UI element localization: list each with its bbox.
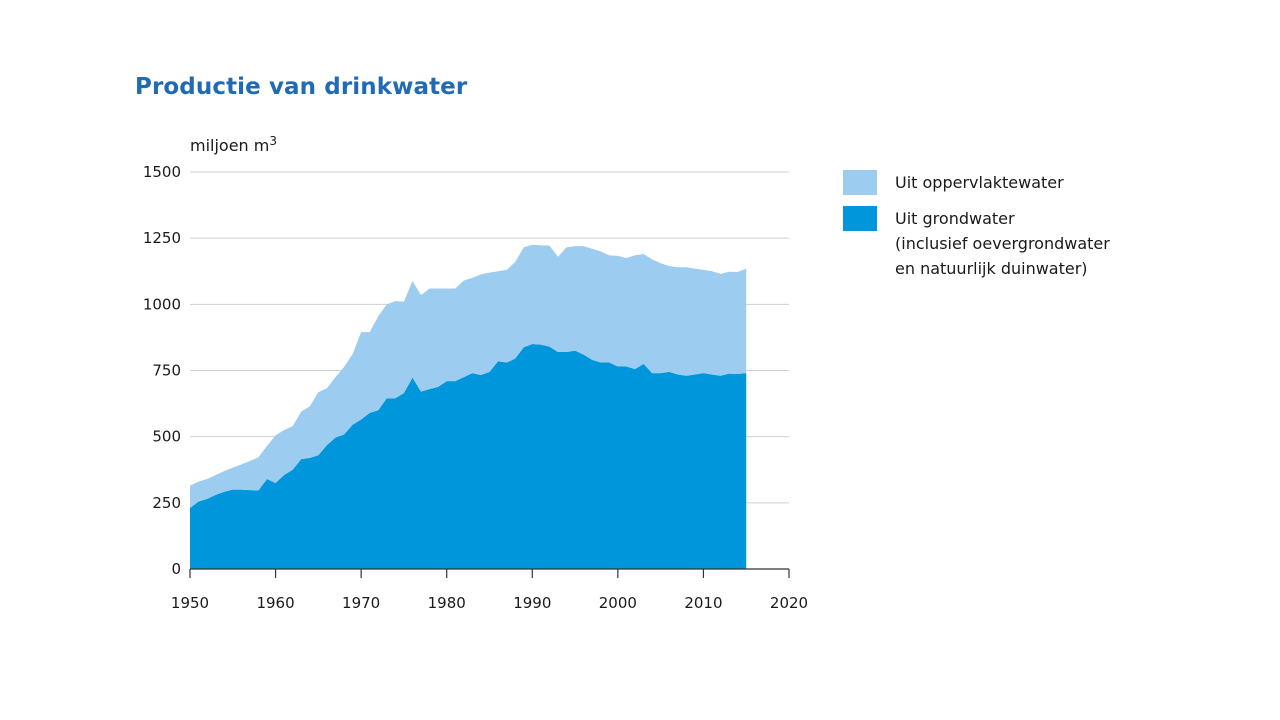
x-tick-label: 1970 <box>342 594 380 612</box>
legend: Uit oppervlaktewater Uit grondwater (inclu… <box>843 170 1110 292</box>
legend-swatch <box>843 170 877 195</box>
legend-label-line: Uit grondwater <box>895 209 1015 228</box>
x-tick-label: 1960 <box>256 594 294 612</box>
x-tick-label: 1980 <box>428 594 466 612</box>
y-axis-unit-text: miljoen m <box>190 136 269 155</box>
y-tick-label: 250 <box>152 494 181 512</box>
x-tick-label: 1950 <box>171 594 209 612</box>
axes: 0 250 500 750 1000 1250 1500 1950 1960 1970 1980 19… <box>143 163 808 612</box>
y-tick-label: 1250 <box>143 229 181 247</box>
x-tick-label: 2010 <box>684 594 722 612</box>
y-tick-label: 500 <box>152 428 181 446</box>
y-axis-unit-superscript: 3 <box>269 134 277 148</box>
legend-label: Uit grondwater (inclusief oevergrondwater… <box>895 206 1110 281</box>
area-series <box>190 244 747 569</box>
y-tick-label: 0 <box>171 560 181 578</box>
y-axis-unit-label: miljoen m3 <box>190 134 277 155</box>
y-tick-label: 1500 <box>143 163 181 181</box>
area-oppervlaktewater <box>190 244 747 509</box>
y-tick-label: 750 <box>152 362 181 380</box>
x-tick-label: 1990 <box>513 594 551 612</box>
x-tick-label: 2020 <box>770 594 808 612</box>
legend-label-line: Uit oppervlaktewater <box>895 173 1064 192</box>
chart-title: Productie van drinkwater <box>135 74 468 100</box>
legend-item: Uit grondwater (inclusief oevergrondwater… <box>843 206 1110 281</box>
legend-item: Uit oppervlaktewater <box>843 170 1110 195</box>
y-tick-label: 1000 <box>143 295 181 313</box>
legend-swatch <box>843 206 877 231</box>
area-grondwater <box>190 344 747 569</box>
legend-label: Uit oppervlaktewater <box>895 170 1064 195</box>
legend-label-line: (inclusief oevergrondwater <box>895 234 1110 253</box>
legend-label-line: en natuurlijk duinwater) <box>895 259 1088 278</box>
x-tick-label: 2000 <box>599 594 637 612</box>
